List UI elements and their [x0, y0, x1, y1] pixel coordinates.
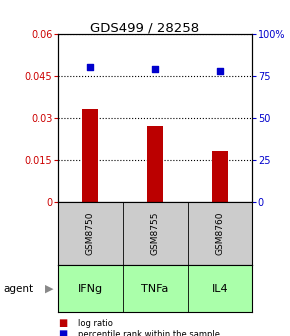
Text: IFNg: IFNg: [78, 284, 103, 294]
Text: agent: agent: [3, 284, 33, 294]
Bar: [82, 109, 99, 202]
Point: [153, 66, 157, 72]
Text: ■: ■: [58, 329, 67, 336]
Text: ■: ■: [58, 318, 67, 328]
Bar: [212, 151, 228, 202]
Text: GSM8750: GSM8750: [86, 212, 95, 255]
Point: [88, 65, 93, 70]
Bar: [147, 126, 163, 202]
Text: ▶: ▶: [45, 284, 54, 294]
Text: percentile rank within the sample: percentile rank within the sample: [78, 330, 220, 336]
Text: IL4: IL4: [212, 284, 228, 294]
Text: TNFa: TNFa: [142, 284, 169, 294]
Text: GSM8760: GSM8760: [215, 212, 224, 255]
Point: [218, 68, 222, 73]
Text: log ratio: log ratio: [78, 319, 113, 328]
Text: GSM8755: GSM8755: [151, 212, 160, 255]
Text: GDS499 / 28258: GDS499 / 28258: [90, 22, 200, 35]
